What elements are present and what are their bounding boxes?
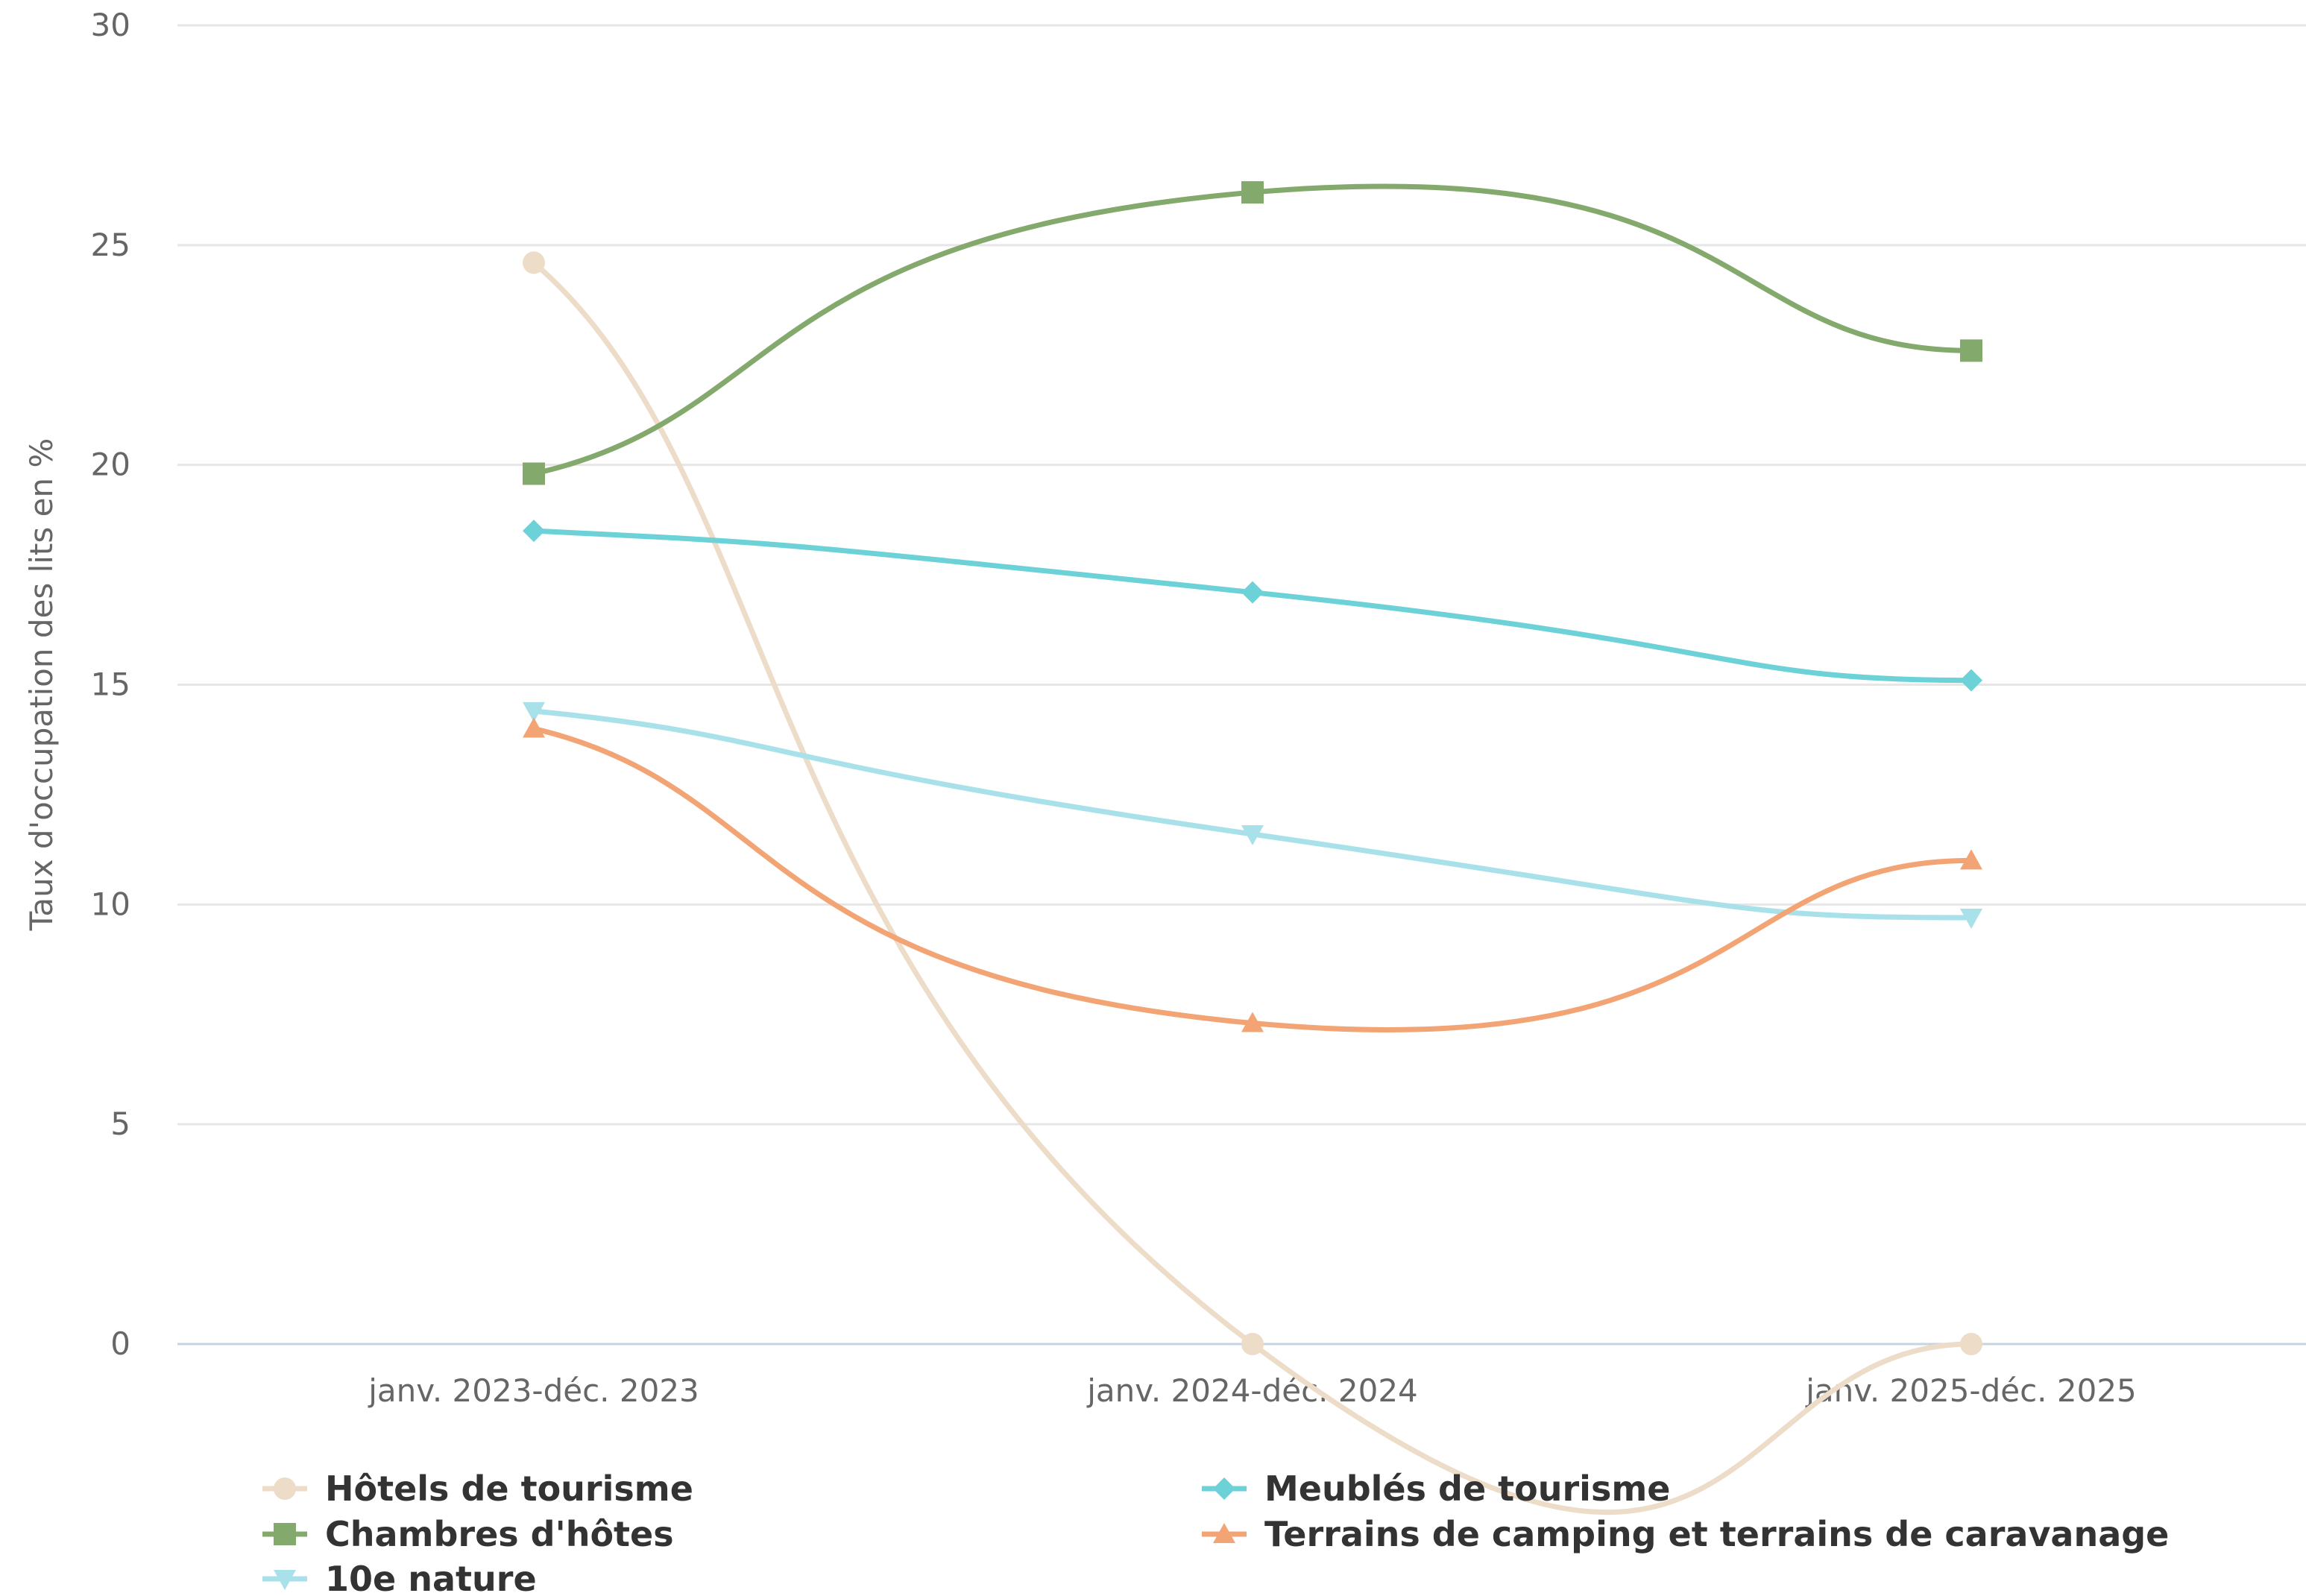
y-axis-ticks: 0 5 10 15 20 25 30 — [91, 7, 130, 1362]
series-terrains-de-camping-et-terrains-de-caravanage — [523, 717, 1982, 1032]
data-point — [1241, 1012, 1264, 1032]
data-point — [1960, 849, 1982, 870]
legend-label: Chambres d'hôtes — [325, 1514, 674, 1554]
y-tick-label: 20 — [91, 447, 130, 483]
x-tick-label: janv. 2025-déc. 2025 — [1805, 1372, 2137, 1409]
series-10e-nature — [523, 701, 1982, 930]
series-line — [531, 259, 1974, 1515]
y-tick-label: 0 — [110, 1325, 130, 1362]
legend-item[interactable]: Chambres d'hôtes — [262, 1514, 674, 1554]
series-line — [531, 183, 1974, 476]
data-point — [1241, 181, 1264, 204]
series-h-tels-de-tourisme — [523, 251, 1982, 1515]
data-point — [1241, 824, 1264, 845]
data-point — [523, 717, 545, 738]
series-line — [531, 528, 1974, 684]
data-point — [523, 251, 545, 274]
series-line — [531, 725, 1974, 1032]
legend-item[interactable]: Hôtels de tourisme — [262, 1469, 693, 1509]
legend-symbol-marker — [274, 1570, 296, 1590]
legend-label: Meublés de tourisme — [1264, 1469, 1670, 1509]
legend-label: Hôtels de tourisme — [325, 1469, 693, 1509]
y-tick-label: 15 — [91, 666, 130, 703]
series-chambres-d-h-tes — [523, 181, 1982, 485]
y-tick-label: 5 — [110, 1105, 130, 1142]
data-point — [523, 520, 545, 543]
series-meubl-s-de-tourisme — [523, 520, 1982, 692]
legend: Hôtels de tourisme Meublés de tourisme Cha… — [262, 1469, 2169, 1596]
x-tick-label: janv. 2023-déc. 2023 — [368, 1372, 699, 1409]
y-tick-label: 30 — [91, 7, 130, 43]
data-point — [1960, 339, 1982, 362]
series-line — [531, 708, 1974, 921]
legend-symbol-marker — [274, 1477, 296, 1500]
y-axis-label: Taux d'occupation des lits en % — [23, 438, 60, 932]
data-point — [1960, 1333, 1982, 1355]
legend-item[interactable]: Meublés de tourisme — [1202, 1469, 1670, 1509]
y-tick-label: 25 — [91, 227, 130, 263]
legend-label: Terrains de camping et terrains de carav… — [1264, 1514, 2169, 1554]
data-point — [1241, 581, 1264, 604]
legend-item[interactable]: 10e nature — [262, 1559, 537, 1596]
data-point — [1960, 669, 1982, 692]
legend-label: 10e nature — [325, 1559, 537, 1596]
data-point — [523, 462, 545, 485]
data-point — [1241, 1333, 1264, 1355]
data-point — [523, 701, 545, 722]
y-tick-label: 10 — [91, 886, 130, 922]
grid-lines — [177, 24, 2306, 1346]
legend-symbol-marker — [1213, 1523, 1235, 1543]
legend-item[interactable]: Terrains de camping et terrains de carav… — [1202, 1514, 2169, 1554]
legend-symbol-marker — [274, 1523, 296, 1545]
legend-symbol-marker — [1213, 1477, 1235, 1500]
x-axis: janv. 2023-déc. 2023 janv. 2024-déc. 2024… — [368, 1372, 2137, 1409]
data-point — [1960, 909, 1982, 930]
x-tick-label: janv. 2024-déc. 2024 — [1086, 1372, 1418, 1409]
series-group — [523, 181, 1982, 1515]
